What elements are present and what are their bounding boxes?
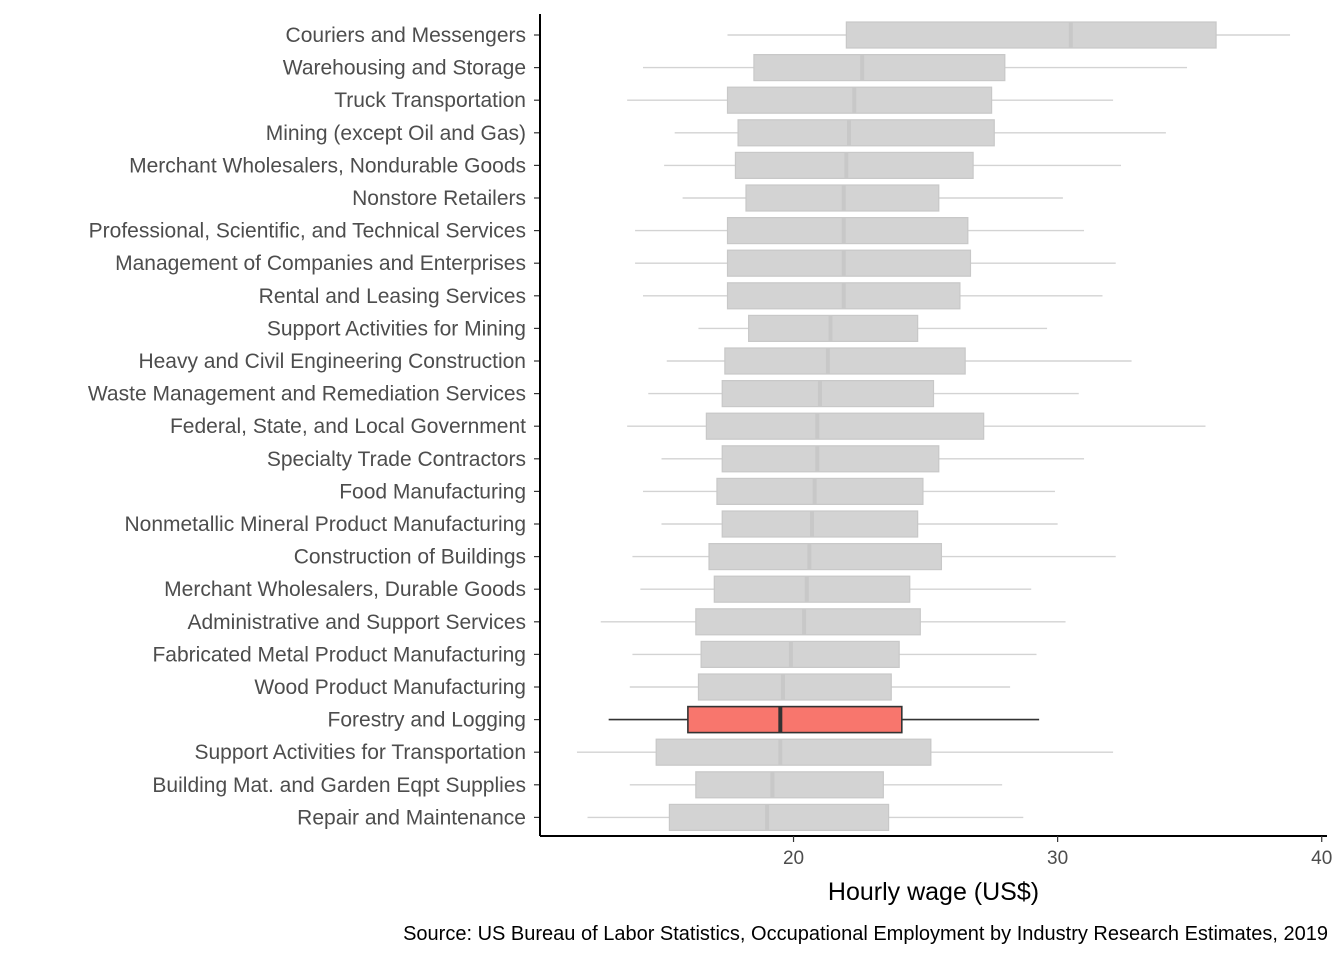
iqr-box xyxy=(713,575,911,603)
category-label: Mining (except Oil and Gas) xyxy=(266,122,526,145)
iqr-box xyxy=(726,249,972,277)
box-24 xyxy=(587,803,1024,832)
x-tick-label: 30 xyxy=(1047,848,1068,869)
iqr-box xyxy=(748,314,919,342)
category-label: Food Manufacturing xyxy=(339,480,526,503)
box-2 xyxy=(627,86,1114,114)
iqr-box xyxy=(655,738,932,766)
box-6 xyxy=(635,217,1085,245)
category-label: Management of Companies and Enterprises xyxy=(115,252,526,275)
iqr-box xyxy=(700,640,900,669)
box-17 xyxy=(640,575,1032,603)
category-label: Fabricated Metal Product Manufacturing xyxy=(152,643,526,666)
iqr-box xyxy=(695,608,921,636)
box-7 xyxy=(635,249,1116,277)
source-caption: Source: US Bureau of Labor Statistics, O… xyxy=(403,923,1328,945)
category-label: Professional, Scientific, and Technical … xyxy=(89,220,526,243)
category-labels: Couriers and Messengers Warehousing and S… xyxy=(88,24,540,829)
box-22 xyxy=(576,738,1114,766)
category-label: Wood Product Manufacturing xyxy=(254,676,526,699)
iqr-box xyxy=(753,53,1006,82)
box-20 xyxy=(629,673,1011,701)
category-label: Heavy and Civil Engineering Construction xyxy=(138,350,526,373)
iqr-box xyxy=(697,673,892,701)
box-10 xyxy=(666,347,1132,375)
box-21 xyxy=(608,705,1040,734)
box-8 xyxy=(642,282,1103,310)
box-9 xyxy=(698,314,1048,342)
iqr-box xyxy=(716,477,924,505)
boxes-layer xyxy=(576,21,1291,832)
iqr-box xyxy=(668,803,890,832)
iqr-box xyxy=(687,705,903,734)
category-label: Specialty Trade Contractors xyxy=(267,448,526,471)
category-label: Rental and Leasing Services xyxy=(259,285,526,308)
box-12 xyxy=(627,412,1206,440)
iqr-box xyxy=(705,412,985,440)
box-14 xyxy=(642,477,1055,505)
box-16 xyxy=(632,542,1116,571)
x-tick-label: 20 xyxy=(783,848,804,869)
category-label: Warehousing and Storage xyxy=(283,57,526,80)
box-3 xyxy=(674,119,1166,147)
iqr-box xyxy=(721,380,935,408)
box-13 xyxy=(661,445,1085,473)
box-23 xyxy=(629,771,1003,799)
box-5 xyxy=(682,184,1063,212)
category-label: Administrative and Support Services xyxy=(188,611,527,634)
category-label: Waste Management and Remediation Service… xyxy=(88,383,526,406)
box-18 xyxy=(600,608,1066,636)
x-tick-label: 40 xyxy=(1311,848,1332,869)
box-1 xyxy=(642,53,1188,82)
category-label: Support Activities for Mining xyxy=(267,317,526,340)
iqr-box xyxy=(721,445,940,473)
category-label: Forestry and Logging xyxy=(328,709,526,732)
category-label: Nonstore Retailers xyxy=(352,187,526,210)
iqr-box xyxy=(708,542,943,571)
category-label: Support Activities for Transportation xyxy=(195,741,527,764)
iqr-box xyxy=(726,217,969,245)
box-11 xyxy=(648,380,1079,408)
category-label: Truck Transportation xyxy=(334,89,526,112)
iqr-box xyxy=(724,347,966,375)
category-label: Construction of Buildings xyxy=(294,546,526,569)
category-label: Nonmetallic Mineral Product Manufacturin… xyxy=(124,513,526,536)
x-axis-title: Hourly wage (US$) xyxy=(828,878,1039,906)
iqr-box xyxy=(737,119,995,147)
box-19 xyxy=(632,640,1037,669)
box-0 xyxy=(727,21,1291,49)
iqr-box xyxy=(734,151,974,179)
category-label: Merchant Wholesalers, Durable Goods xyxy=(164,578,526,601)
category-label: Building Mat. and Garden Eqpt Supplies xyxy=(152,774,526,797)
category-label: Couriers and Messengers xyxy=(286,24,526,47)
category-label: Federal, State, and Local Government xyxy=(170,415,526,438)
iqr-box xyxy=(695,771,884,799)
box-4 xyxy=(664,151,1122,179)
iqr-box xyxy=(721,510,919,538)
iqr-box xyxy=(845,21,1217,49)
box-15 xyxy=(661,510,1058,538)
category-label: Repair and Maintenance xyxy=(297,806,526,829)
iqr-box xyxy=(726,86,993,114)
x-axis-ticks: 20 30 40 xyxy=(783,836,1332,869)
category-label: Merchant Wholesalers, Nondurable Goods xyxy=(129,154,526,177)
